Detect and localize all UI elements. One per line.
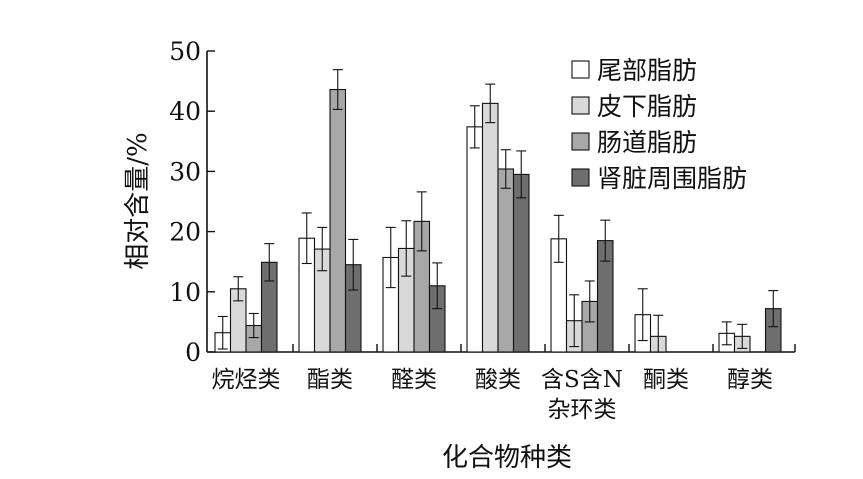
legend-swatch (571, 96, 590, 115)
legend-swatch (571, 132, 590, 151)
bar (329, 88, 347, 353)
bar (497, 168, 515, 353)
legend-swatch (571, 168, 590, 187)
x-tick-label: 酮类 (643, 367, 689, 393)
legend-label: 肾脏周围脂肪 (597, 164, 747, 193)
bar (512, 173, 530, 353)
y-tick-label: 20 (169, 218, 201, 247)
x-tick-label: 含S含N (541, 367, 623, 393)
x-tick-label: 醛类 (391, 367, 437, 393)
legend-swatch (571, 60, 590, 79)
legend-label: 皮下脂肪 (597, 92, 697, 121)
x-tick-label: 杂环类 (548, 397, 617, 423)
x-tick-label: 醇类 (727, 367, 773, 393)
x-tick-label: 烷烃类 (212, 367, 281, 393)
legend-label: 肠道脂肪 (597, 128, 697, 157)
y-tick-label: 30 (169, 157, 201, 186)
y-tick-label: 40 (169, 97, 201, 126)
x-axis-label: 化合物种类 (442, 443, 572, 473)
y-axis-label: 相对含量/% (123, 132, 153, 269)
y-tick-label: 10 (169, 278, 201, 307)
x-tick-label: 酸类 (475, 367, 521, 393)
y-tick-label: 50 (169, 37, 201, 66)
y-tick-label: 0 (185, 338, 201, 367)
bar (481, 102, 499, 353)
x-tick-label: 酯类 (307, 367, 353, 393)
bar (466, 126, 484, 353)
legend-label: 尾部脂肪 (597, 56, 697, 85)
